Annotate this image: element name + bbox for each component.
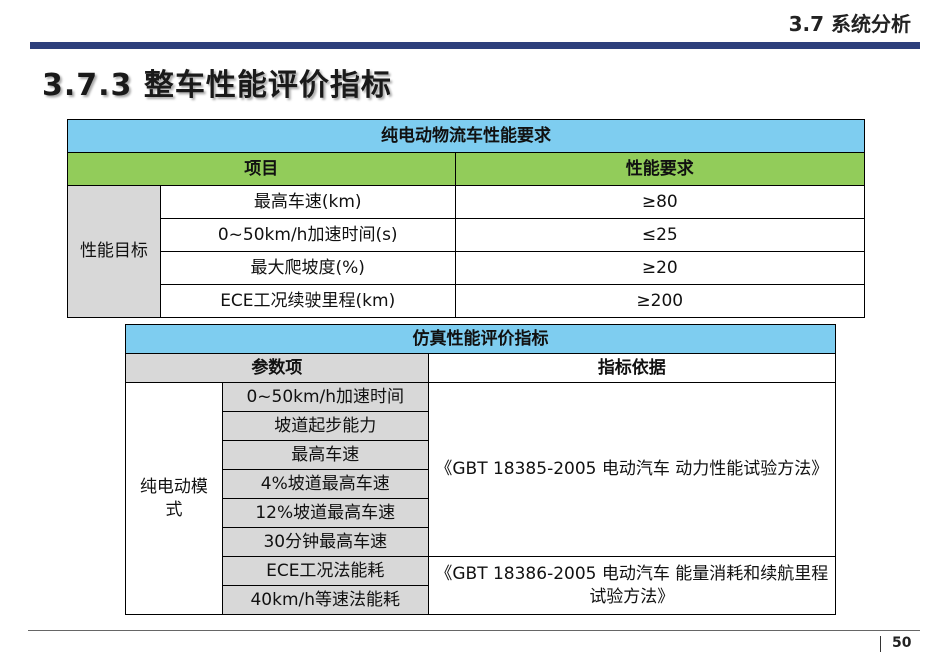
vehicle-performance-table: 纯电动物流车性能要求 项目 性能要求 性能目标 最高车速(km) ≥80 0~5… [67,119,866,318]
table2-basis-cell: 《GBT 18385-2005 电动汽车 动力性能试验方法》 [427,382,837,557]
table2-basis-cell: 《GBT 18386-2005 电动汽车 能量消耗和续航里程试验方法》 [427,556,837,615]
table2-param-cell: 12%坡道最高车速 [221,498,429,528]
table2-group-label: 纯电动模式 [125,382,223,615]
table1-req-cell: ≥80 [454,185,866,219]
table1-header-item: 项目 [67,152,456,186]
table1-req-cell: ≥200 [454,284,866,318]
table-row: 纯电动模式 0~50km/h加速时间 《GBT 18385-2005 电动汽车 … [125,382,837,615]
header-bar [30,42,920,49]
table1-item-cell: ECE工况续驶里程(km) [159,284,456,318]
table2-param-cell: 坡道起步能力 [221,411,429,441]
table-row: ECE工况续驶里程(km) ≥200 [68,284,866,318]
page-number-separator [880,636,881,652]
table1-group-label: 性能目标 [67,185,161,318]
page-title: 3.7.3 整车性能评价指标 [42,68,392,103]
table-row: 最高车速 [126,440,836,470]
table-row: 12%坡道最高车速 [126,498,836,528]
table1-item-cell: 最高车速(km) [159,185,456,219]
table1-req-cell: ≤25 [454,218,866,252]
table2-param-cell: 30分钟最高车速 [221,527,429,557]
footer-divider [28,630,920,631]
table1-title: 纯电动物流车性能要求 [67,119,865,153]
page-number: 50 [892,635,912,651]
table2-param-cell: 最高车速 [221,440,429,470]
section-header: 3.7 系统分析 [788,12,911,36]
table2-title: 仿真性能评价指标 [125,324,836,354]
simulation-metrics-table: 仿真性能评价指标 参数项 指标依据 纯电动模式 0~50km/h加速时间 《GB… [125,324,837,615]
table1-header-requirement: 性能要求 [454,152,866,186]
table-row: 坡道起步能力 [126,411,836,441]
table1-req-cell: ≥20 [454,251,866,285]
table-row: 30分钟最高车速 [126,527,836,557]
table2-header-basis: 指标依据 [427,353,837,383]
table-row: 最大爬坡度(%) ≥20 [68,251,866,285]
table2-param-cell: ECE工况法能耗 [221,556,429,586]
table2-header-param: 参数项 [125,353,429,383]
table-row: 性能目标 最高车速(km) ≥80 [67,185,866,318]
table1-item-cell: 最大爬坡度(%) [159,251,456,285]
table-row: 40km/h等速法能耗 [126,585,836,615]
table2-param-cell: 0~50km/h加速时间 [221,382,429,412]
table2-param-cell: 40km/h等速法能耗 [221,585,429,615]
table-row: 0~50km/h加速时间(s) ≤25 [68,218,866,252]
table1-item-cell: 0~50km/h加速时间(s) [159,218,456,252]
table-row: ECE工况法能耗 《GBT 18386-2005 电动汽车 能量消耗和续航里程试… [126,556,837,615]
table2-param-cell: 4%坡道最高车速 [221,469,429,499]
